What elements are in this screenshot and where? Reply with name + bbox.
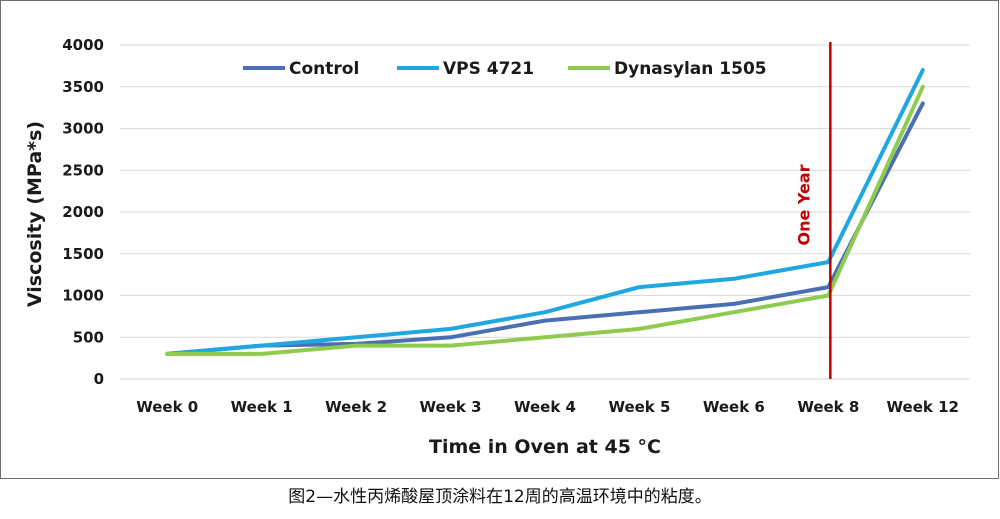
legend: Control VPS 4721 Dynasylan 1505 (243, 59, 767, 79)
series-lines (165, 68, 925, 356)
y-tick-label: 1000 (62, 287, 104, 305)
y-tick-label: 2000 (62, 203, 104, 221)
gridlines (120, 44, 970, 380)
y-tick-label: 4000 (62, 36, 104, 54)
x-tick-label: Week 1 (231, 398, 293, 416)
legend-label: VPS 4721 (443, 59, 534, 79)
y-tick-label: 3000 (62, 120, 104, 138)
x-tick-label: Week 3 (420, 398, 482, 416)
figure-caption: 图2—水性丙烯酸屋顶涂料在12周的高温环境中的粘度。 (288, 487, 712, 507)
x-tick-label: Week 8 (797, 398, 859, 416)
series-line-control (165, 101, 925, 356)
one-year-annotation-label: One Year (794, 164, 813, 245)
x-tick-label: Week 12 (887, 398, 959, 416)
y-tick-label: 2500 (62, 161, 104, 179)
y-tick-label: 500 (73, 328, 104, 346)
x-tick-label: Week 4 (514, 398, 576, 416)
y-tick-label: 3500 (62, 78, 104, 96)
x-axis-title: Time in Oven at 45 °C (429, 436, 661, 458)
x-tick-label: Week 6 (703, 398, 765, 416)
series-line-dynasylan-1505 (165, 84, 925, 356)
chart-frame (0, 0, 999, 479)
x-tick-labels: Week 0 Week 1 Week 2 Week 3 Week 4 Week 5 Week… (136, 398, 959, 416)
annotation: One Year (794, 42, 832, 379)
y-tick-label: 1500 (62, 245, 104, 263)
x-tick-label: Week 2 (325, 398, 387, 416)
series-line-vps-4721 (165, 68, 925, 356)
y-tick-label: 0 (94, 370, 104, 388)
y-axis-title: Viscosity (MPa*s) (24, 121, 46, 307)
x-tick-label: Week 0 (136, 398, 198, 416)
legend-label: Dynasylan 1505 (614, 59, 767, 79)
legend-label: Control (289, 59, 359, 79)
x-tick-label: Week 5 (608, 398, 670, 416)
y-tick-labels: 0 500 1000 1500 2000 2500 3000 3500 4000 (62, 36, 104, 388)
